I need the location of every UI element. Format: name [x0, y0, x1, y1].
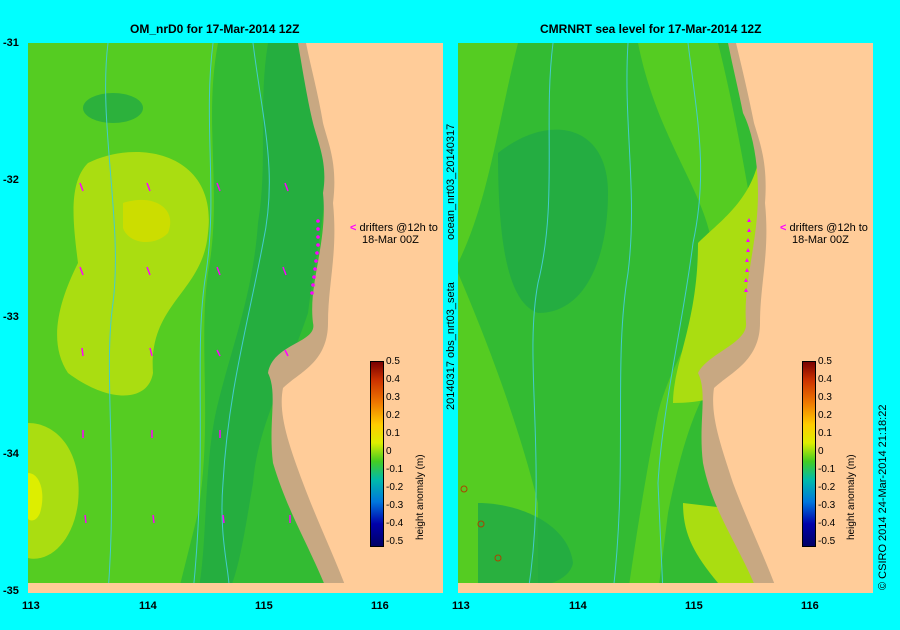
colorbar-tick: 0.3 [386, 392, 400, 403]
sw-eddy-core [28, 473, 43, 521]
lat-label-34: -34 [3, 448, 19, 460]
model-file-label: ocean_nrt03_20140317 [445, 123, 457, 240]
land [281, 43, 443, 593]
colorbar-tick: 0.1 [818, 428, 832, 439]
colorbar-tick: 0.5 [818, 356, 832, 367]
lat-label-31: -31 [3, 37, 19, 49]
lon-label-114: 114 [139, 600, 157, 612]
right-drifter-note: < drifters @12h to 18-Mar 00Z [780, 222, 868, 246]
colorbar-tick: -0.1 [386, 464, 404, 475]
left-map-title: OM_nrD0 for 17-Mar-2014 12Z [130, 22, 300, 36]
colorbar-tick: -0.4 [386, 518, 404, 529]
lat-label-32: -32 [3, 174, 19, 186]
lat-label-35: -35 [3, 585, 19, 597]
small-low-eddy [83, 93, 143, 123]
colorbar-tick: 0.2 [818, 410, 832, 421]
coastal-dark-band [198, 43, 328, 593]
colorbar-tick: 0.4 [818, 374, 832, 385]
colorbar-tick: 0 [818, 446, 824, 457]
colorbar-tick: 0.4 [386, 374, 400, 385]
contour-2 [612, 42, 633, 594]
drifter-column [310, 219, 320, 295]
right-colorbar [802, 361, 816, 547]
colorbar-tick: -0.1 [818, 464, 836, 475]
lon-label-113: 113 [22, 600, 40, 612]
right-lon-label-116: 116 [801, 600, 819, 612]
central-low [498, 129, 608, 313]
right-colorbar-label: height anomaly (m) [846, 454, 857, 540]
colorbar-tick: -0.3 [386, 500, 404, 511]
colorbar-tick: 0 [386, 446, 392, 457]
south-low [478, 503, 573, 590]
colorbar-tick: -0.2 [818, 482, 836, 493]
bottom-land-strip [458, 583, 873, 593]
colorbar-tick: -0.4 [818, 518, 836, 529]
contour-1 [105, 42, 116, 594]
copyright-label: © CSIRO 2014 24-Mar-2014 21:18:22 [877, 404, 889, 590]
contour-3 [657, 42, 702, 594]
colorbar-tick: 0.1 [386, 428, 400, 439]
eddy-core [123, 199, 171, 243]
sw-eddy [28, 423, 79, 559]
colorbar-tick: -0.5 [818, 536, 836, 547]
colorbar-tick: 0.5 [386, 356, 400, 367]
colorbar-tick: 0.2 [386, 410, 400, 421]
lon-label-116: 116 [371, 600, 389, 612]
bottom-land-strip [28, 583, 443, 593]
colorbar-tick: -0.2 [386, 482, 404, 493]
left-map-panel [28, 42, 443, 594]
nw-light [458, 43, 518, 263]
left-map-svg [28, 42, 443, 594]
colorbar-tick: -0.5 [386, 536, 404, 547]
drifter-arrows [79, 182, 291, 524]
contour-1 [527, 42, 554, 594]
colorbar-tick: 0.3 [818, 392, 832, 403]
lon-label-115: 115 [255, 600, 273, 612]
right-lon-label-114: 114 [569, 600, 587, 612]
right-lon-label-113: 113 [452, 600, 470, 612]
drifter-column [744, 218, 751, 292]
right-lon-label-115: 115 [685, 600, 703, 612]
contour-2 [192, 42, 214, 594]
obs-file-label: 20140317 obs_nrt03_seta [445, 282, 457, 410]
lat-label-33: -33 [3, 311, 19, 323]
colorbar-tick: -0.3 [818, 500, 836, 511]
left-drifter-note: < drifters @12h to 18-Mar 00Z [350, 222, 438, 246]
contour-3 [221, 42, 270, 594]
left-colorbar [370, 361, 384, 547]
land [713, 43, 873, 593]
right-map-title: CMRNRT sea level for 17-Mar-2014 12Z [540, 22, 762, 36]
left-colorbar-label: height anomaly (m) [415, 454, 426, 540]
eddy-region [57, 151, 209, 396]
